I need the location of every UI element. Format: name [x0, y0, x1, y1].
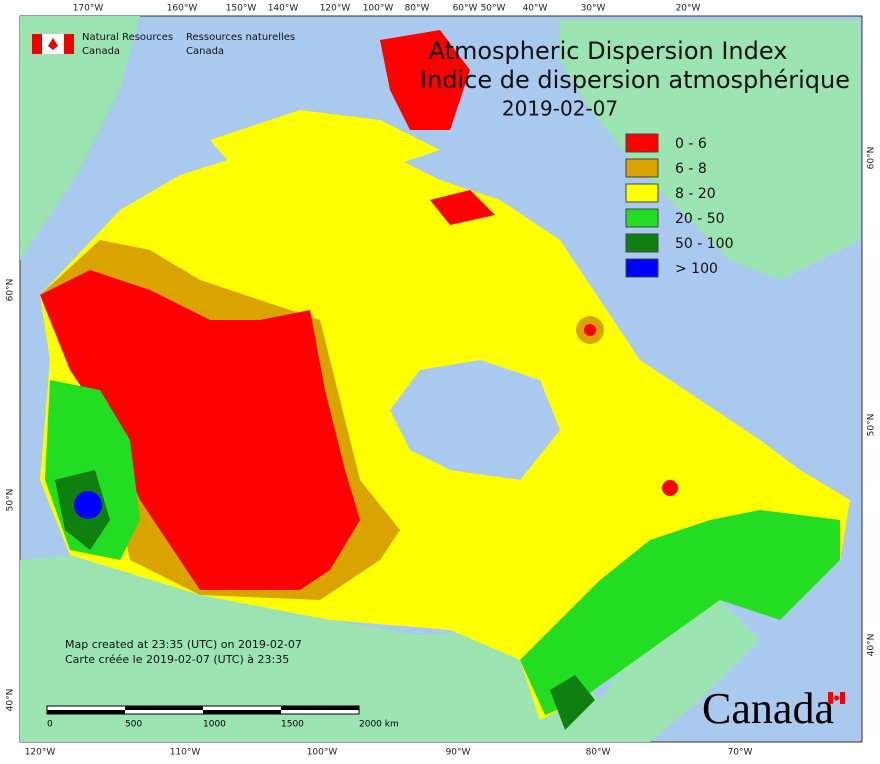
baffin-red: [430, 190, 495, 225]
title: Atmospheric Dispersion Index: [429, 37, 788, 65]
quebec-spot: [662, 480, 678, 496]
wm-flag: [840, 692, 845, 704]
legend-label: > 100: [675, 261, 718, 277]
bottom-label: 90°W: [446, 748, 471, 758]
footer-en: Map created at 23:35 (UTC) on 2019-02-07: [65, 638, 302, 651]
left-label: 50°N: [6, 489, 16, 512]
legend-swatch: [625, 158, 659, 178]
left-label: 40°N: [6, 689, 16, 712]
top-label: 140°W: [268, 4, 299, 14]
scale-seg: [281, 706, 359, 710]
wm-flag: [828, 692, 833, 704]
top-label: 160°W: [167, 4, 198, 14]
ellesmere-red: [380, 30, 470, 130]
bottom-label: 70°W: [728, 748, 753, 758]
top-label: 150°W: [226, 4, 257, 14]
top-label: 60°W: [453, 4, 478, 14]
bottom-label: 80°W: [586, 748, 611, 758]
logo-fr: Canada: [186, 46, 224, 57]
scale-label: 1500: [281, 720, 304, 730]
scale-label: 2000 km: [359, 720, 399, 730]
date: 2019-02-07: [502, 97, 618, 121]
scale-labels: 0 500 1000 1500 2000 km: [47, 720, 399, 730]
top-label: 50°W: [481, 4, 506, 14]
legend-label: 50 - 100: [675, 236, 734, 252]
title-fr: Indice de dispersion atmosphérique: [420, 66, 850, 94]
legend-label: 8 - 20: [675, 186, 716, 202]
bottom-label: 110°W: [170, 748, 201, 758]
wordmark-flag: [828, 692, 845, 704]
right-label: 60°N: [867, 147, 877, 170]
top-label: 170°W: [73, 4, 104, 14]
scale-bar: [46, 705, 360, 715]
top-label: 120°W: [320, 4, 351, 14]
left-label: 60°N: [6, 279, 16, 302]
footer-fr: Carte créée le 2019-02-07 (UTC) à 23:35: [65, 653, 289, 666]
legend-label: 0 - 6: [675, 136, 707, 152]
flag-right: [64, 34, 74, 54]
legend-swatch: [625, 208, 659, 228]
scale-label: 0: [47, 720, 53, 730]
logo-text: Natural Resources Canada Ressources natu…: [82, 32, 295, 57]
logo-fr: Ressources naturelles: [186, 32, 295, 43]
wordmark: Canada: [702, 684, 834, 733]
top-label: 30°W: [581, 4, 606, 14]
flag-leaf: [48, 38, 58, 50]
legend-label: 6 - 8: [675, 161, 707, 177]
scale-label: 1000: [203, 720, 226, 730]
legend-swatch: [625, 133, 659, 153]
bc-blue: [74, 491, 102, 519]
legend-label: 20 - 50: [675, 211, 725, 227]
graticule-labels: 170°W 160°W 150°W 140°W 120°W 100°W 80°W 60°W 50…: [6, 4, 877, 758]
scale-seg: [203, 710, 281, 714]
scale-seg: [47, 710, 125, 714]
legend: 0 - 6 6 - 8 8 - 20 20 - 50 50 - 100 > 100: [625, 133, 734, 278]
top-label: 80°W: [405, 4, 430, 14]
baffin-spot-core: [584, 324, 596, 336]
bottom-label: 100°W: [307, 748, 338, 758]
logo-en: Canada: [82, 46, 120, 57]
wm-leaf: [834, 695, 839, 701]
east-green: [520, 510, 840, 715]
bottom-label: 120°W: [25, 748, 56, 758]
right-label: 40°N: [867, 634, 877, 657]
legend-swatch: [625, 183, 659, 203]
legend-swatch: [625, 258, 659, 278]
greenland: [560, 20, 860, 280]
ontario-darkgreen: [550, 675, 595, 730]
arctic-islands: [210, 110, 440, 175]
hudson-bay: [390, 360, 560, 480]
top-label: 20°W: [676, 4, 701, 14]
scale-label: 500: [125, 720, 142, 730]
logo-en: Natural Resources: [82, 32, 173, 43]
top-label: 40°W: [523, 4, 548, 14]
right-label: 50°N: [867, 414, 877, 437]
west-red: [40, 270, 360, 590]
flag-left: [32, 34, 42, 54]
alaska: [20, 16, 140, 260]
legend-swatch: [625, 233, 659, 253]
top-label: 100°W: [363, 4, 394, 14]
scale-seg: [125, 706, 203, 710]
